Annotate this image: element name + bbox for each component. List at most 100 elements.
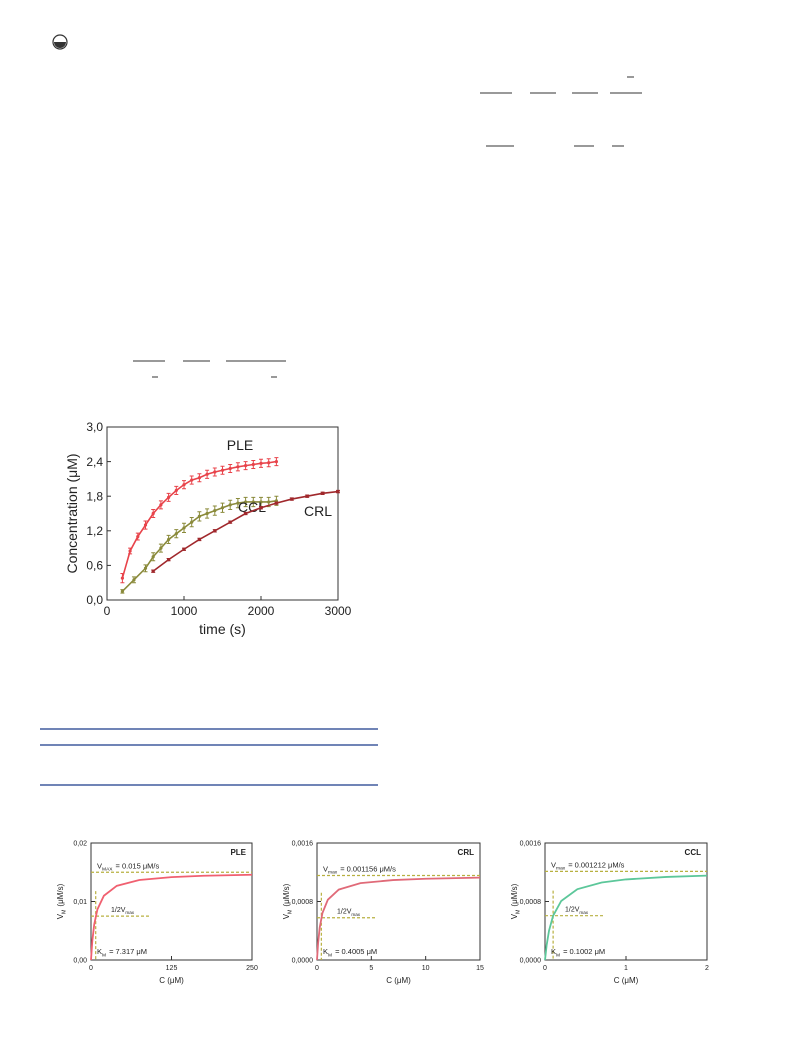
y-axis-label-sub: M <box>287 910 293 914</box>
data-point <box>167 495 171 499</box>
half-vmax-label-sub: max <box>351 912 360 917</box>
data-point <box>143 523 148 527</box>
data-point <box>213 529 217 533</box>
data-point <box>136 534 140 539</box>
data-point <box>290 497 294 501</box>
vmax-label-rest: = 0.015 μM/s <box>116 861 160 870</box>
data-point <box>228 520 232 524</box>
vmax-label-sub: MAX <box>102 867 113 873</box>
x-axis-label: C (μM) <box>159 976 184 985</box>
data-point <box>167 558 171 562</box>
data-point <box>259 506 263 510</box>
data-point <box>244 464 248 468</box>
data-point <box>274 501 278 505</box>
data-point <box>305 494 309 498</box>
data-point <box>236 465 240 469</box>
data-point <box>236 501 240 505</box>
data-point <box>228 466 232 471</box>
km-label: KM = 0.4005 μM <box>323 947 377 958</box>
y-tick-label: 2,4 <box>86 455 103 469</box>
km-label-main: K <box>323 947 328 956</box>
data-point <box>167 537 171 542</box>
x-tick-label: 250 <box>246 965 258 972</box>
series-label: PLE <box>227 437 253 453</box>
data-point <box>205 472 209 476</box>
y-axis-label-main: V <box>510 913 519 919</box>
data-point <box>128 549 132 553</box>
vmax-label: VMAX = 0.015 μM/s <box>97 861 160 872</box>
y-axis-label-rest: (μM/s) <box>282 883 291 906</box>
data-point <box>267 500 271 504</box>
x-tick-label: 3000 <box>325 604 352 618</box>
data-point <box>274 460 278 464</box>
data-point <box>190 520 194 524</box>
data-point <box>244 500 248 504</box>
vmax-label-rest: = 0.001212 μM/s <box>568 860 624 869</box>
y-tick-label: 0,0008 <box>520 899 542 906</box>
series-label: CCL <box>238 499 266 515</box>
x-tick-label: 125 <box>166 965 178 972</box>
x-tick-label: 0 <box>89 965 93 972</box>
y-tick-label: 0,0016 <box>292 840 314 847</box>
vmax-label-sub: max <box>328 871 338 876</box>
km-label-sub: M <box>328 952 332 958</box>
x-tick-label: 15 <box>476 965 484 972</box>
km-label-rest: = 7.317 μM <box>109 947 147 956</box>
data-point <box>174 532 178 536</box>
data-point <box>321 491 325 495</box>
data-point <box>190 478 194 482</box>
fit-curve <box>316 876 481 961</box>
data-point <box>336 489 340 494</box>
data-point <box>220 468 225 472</box>
equation-bars <box>133 76 642 378</box>
data-point <box>197 476 201 480</box>
x-tick-label: 0 <box>104 604 111 618</box>
data-point <box>159 503 163 507</box>
chart-title: CRL <box>458 848 475 857</box>
chart-title: PLE <box>230 848 246 857</box>
y-tick-label: 0,0008 <box>292 899 314 906</box>
data-point <box>120 589 124 593</box>
km-label: KM = 7.317 μM <box>97 947 147 958</box>
data-point <box>205 511 209 516</box>
x-axis-label: time (s) <box>199 621 246 637</box>
y-axis-label: Concentration (μM) <box>64 453 80 573</box>
km-label-rest: = 0.1002 μM <box>563 947 605 956</box>
x-tick-label: 10 <box>422 965 430 972</box>
plot-frame <box>106 426 339 601</box>
data-point <box>182 547 186 551</box>
y-axis-label: VM (μM/s) <box>282 883 293 919</box>
data-point <box>182 483 186 487</box>
data-point <box>259 500 263 504</box>
fit-curve <box>544 874 708 961</box>
y-tick-label: 0,01 <box>73 899 87 906</box>
data-point <box>151 511 155 516</box>
y-axis-label-main: V <box>56 913 65 919</box>
y-tick-label: 0,0 <box>86 593 103 607</box>
data-point <box>143 566 148 570</box>
data-point <box>182 526 186 530</box>
km-label: KM = 0.1002 μM <box>551 947 605 958</box>
x-tick-label: 2000 <box>248 604 275 618</box>
x-tick-label: 0 <box>543 965 547 972</box>
data-point <box>213 509 217 513</box>
x-tick-label: 2 <box>705 965 709 972</box>
x-tick-label: 1 <box>624 965 628 972</box>
half-vmax-label-sub: max <box>125 910 134 915</box>
icon <box>52 34 68 50</box>
x-tick-label: 1000 <box>171 604 198 618</box>
fit-curve <box>90 873 253 961</box>
data-point <box>228 503 232 507</box>
half-vmax-label-main: 1/2V <box>111 907 126 914</box>
half-vmax-label: 1/2Vmax <box>337 909 361 917</box>
vmax-label-main: V <box>97 861 102 870</box>
y-tick-label: 0,0016 <box>520 840 542 847</box>
y-tick-label: 3,0 <box>86 420 103 434</box>
vmax-label-main: V <box>323 864 328 873</box>
vmax-label-rest: = 0.001156 μM/s <box>340 864 396 873</box>
data-point <box>251 500 255 504</box>
data-point <box>251 462 255 467</box>
y-axis-label: VM (μM/s) <box>510 883 521 919</box>
data-point <box>132 578 136 582</box>
